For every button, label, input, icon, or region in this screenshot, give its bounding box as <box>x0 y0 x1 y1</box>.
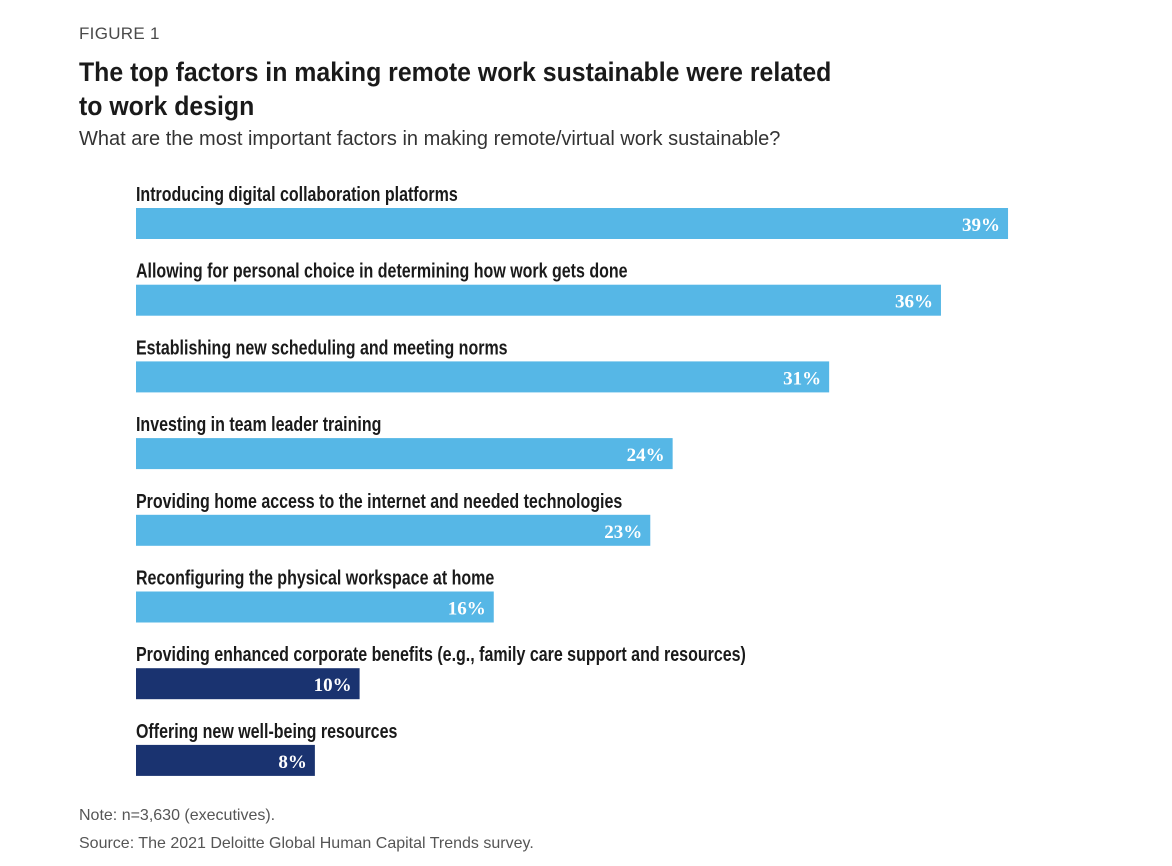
bar <box>136 208 1009 239</box>
bar <box>136 744 315 776</box>
bar <box>136 438 673 470</box>
bar <box>136 591 494 623</box>
category-label: Investing in team leader training <box>136 413 381 435</box>
bar <box>136 284 941 316</box>
value-label: 31% <box>783 368 821 389</box>
figure-label: FIGURE 1 <box>79 24 160 43</box>
value-label: 10% <box>314 675 352 696</box>
bar <box>136 668 360 700</box>
value-label: 16% <box>448 599 486 620</box>
chart-title: The top factors in making remote work su… <box>79 57 832 121</box>
chart-source: Source: The 2021 Deloitte Global Human C… <box>79 835 534 852</box>
category-label: Providing enhanced corporate benefits (e… <box>136 644 746 666</box>
category-label: Allowing for personal choice in determin… <box>136 260 628 282</box>
category-label: Establishing new scheduling and meeting … <box>136 337 508 359</box>
value-label: 36% <box>895 292 933 313</box>
category-label: Offering new well-being resources <box>136 720 397 742</box>
category-label: Reconfiguring the physical workspace at … <box>136 567 494 589</box>
value-label: 24% <box>627 445 665 466</box>
value-label: 39% <box>962 215 1000 236</box>
chart-subtitle: What are the most important factors in m… <box>79 128 781 150</box>
bar <box>136 514 651 546</box>
value-label: 8% <box>278 752 307 773</box>
value-label: 23% <box>604 522 642 543</box>
category-label: Providing home access to the internet an… <box>136 490 622 512</box>
bar-chart: Introducing digital collaboration platfo… <box>136 183 1009 776</box>
chart-note: Note: n=3,630 (executives). <box>79 807 276 824</box>
category-label: Introducing digital collaboration platfo… <box>136 183 458 205</box>
bar <box>136 361 830 393</box>
